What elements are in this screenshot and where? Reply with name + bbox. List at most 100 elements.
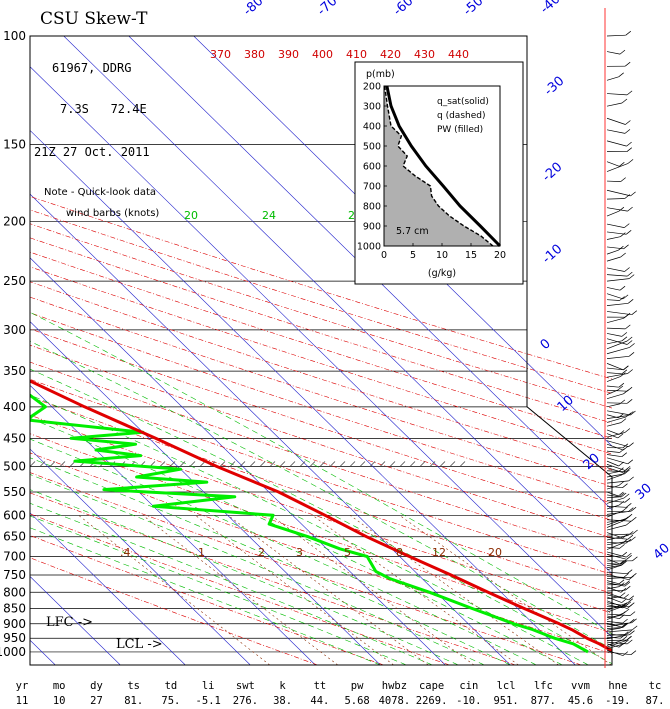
wind-barb-feather: [626, 555, 632, 560]
index-label: hwbz: [382, 680, 407, 692]
wind-barb: [606, 347, 630, 355]
hatch-mark: [459, 461, 466, 467]
wind-barb: [606, 553, 627, 560]
index-value: 951.: [493, 695, 518, 707]
dry-adiabat-line: [30, 492, 516, 665]
wind-barb: [606, 517, 628, 526]
isotherm-line: [30, 321, 381, 665]
wind-barb: [606, 403, 620, 408]
wind-barb-feather: [624, 469, 630, 475]
wind-barb-feather: [630, 650, 637, 655]
wind-barb-feather: [619, 399, 626, 405]
wind-barb-feather: [618, 500, 625, 506]
isotherm-label: 40: [651, 541, 670, 563]
wind-barb-feather: [619, 614, 625, 619]
dry-adiabat-line: [30, 414, 612, 614]
wind-barb: [606, 571, 628, 575]
wind-barb-feather: [621, 636, 628, 641]
wind-barb-feather: [618, 491, 624, 497]
wind-barb-feather: [627, 531, 634, 536]
mixing-ratio-line: [227, 515, 429, 665]
wind-barb-feather: [625, 585, 631, 591]
dry-adiabat-line: [30, 535, 384, 665]
wind-barb-feather: [619, 592, 626, 597]
wind-barb: [606, 510, 623, 518]
pressure-tick-label: 700: [3, 550, 26, 564]
isotherm-label: -10: [540, 242, 566, 267]
hatch-mark: [419, 461, 426, 467]
inset-x-tick-label: 10: [436, 250, 448, 261]
hatch-mark: [319, 461, 326, 467]
hatch-mark: [239, 461, 246, 467]
hatch-mark: [189, 461, 196, 467]
wind-barb-feather: [628, 274, 635, 279]
wind-barb-feather: [631, 573, 637, 578]
index-label: cape: [419, 680, 444, 692]
pressure-tick-label: 800: [3, 585, 26, 599]
observation-time: 21Z 27 Oct. 2011: [34, 145, 150, 159]
index-value: 2269.: [416, 695, 448, 707]
wind-barb-feather: [629, 618, 635, 624]
inset-y-tick-label: 1000: [357, 242, 381, 253]
wind-barb: [606, 51, 621, 55]
wind-barb-feather: [621, 332, 628, 337]
wind-barb: [606, 34, 626, 37]
index-label: lcl: [497, 680, 516, 692]
wind-barb: [606, 640, 627, 648]
isotherm-line: [30, 384, 316, 665]
dewpoint-profile-line: [30, 393, 589, 654]
wind-barb: [606, 274, 628, 277]
dry-adiabat-line: [30, 557, 318, 665]
wind-barb-feather: [619, 285, 626, 291]
wind-barb: [606, 474, 622, 481]
mixing-ratio-label: 5: [344, 546, 351, 559]
wind-barb-feather: [627, 639, 633, 645]
hatch-mark: [169, 461, 176, 467]
wind-barb: [606, 592, 629, 601]
wind-barb-feather: [621, 98, 628, 104]
isotherm-line: [63, 36, 612, 574]
temperature-profile-line: [30, 379, 612, 653]
wind-barb: [606, 576, 632, 579]
moist-adiabat-label: 20: [184, 209, 198, 222]
wind-barb-feather: [620, 252, 626, 258]
wind-barb: [606, 551, 627, 558]
pressure-tick-label: 950: [3, 631, 26, 645]
wind-barb-feather: [626, 569, 633, 574]
wind-barb: [606, 287, 621, 291]
wind-barb: [606, 496, 620, 499]
wind-barb-feather: [625, 120, 631, 125]
index-label: ts: [127, 680, 140, 692]
wind-barb: [606, 606, 622, 613]
wind-barb-feather: [624, 580, 630, 585]
theta-label: 400: [312, 48, 333, 61]
index-value: -5.1: [196, 695, 221, 707]
mixing-ratio-label: .4: [120, 546, 131, 559]
dry-adiabat-line: [30, 328, 612, 521]
wind-barb-feather: [618, 382, 625, 388]
wind-barb-feather: [627, 598, 634, 603]
isotherm-line: [30, 448, 251, 665]
wind-barb-feather: [618, 245, 624, 251]
wind-barb-feather: [621, 452, 628, 457]
plot-frame: [29, 8, 613, 668]
wind-barb: [606, 236, 621, 240]
wind-barb-feather: [618, 461, 624, 467]
wind-barb: [606, 163, 629, 172]
wind-barb-feather: [622, 623, 629, 628]
wind-barb-feather: [621, 369, 628, 375]
wind-barb: [606, 540, 631, 546]
isotherm-label: -50: [461, 0, 487, 19]
wind-barb-feather: [629, 630, 635, 635]
wind-barb: [606, 299, 620, 301]
wind-barb-feather: [622, 651, 629, 656]
pressure-tick-label: 400: [3, 400, 26, 414]
mixing-ratio-line: [78, 515, 270, 665]
wind-barb-feather: [621, 470, 627, 476]
hatch-mark: [179, 461, 186, 467]
wind-barb-feather: [624, 61, 631, 67]
isotherm-line: [30, 129, 576, 665]
wind-barb-feather: [623, 244, 629, 250]
hatch-mark: [59, 461, 66, 467]
